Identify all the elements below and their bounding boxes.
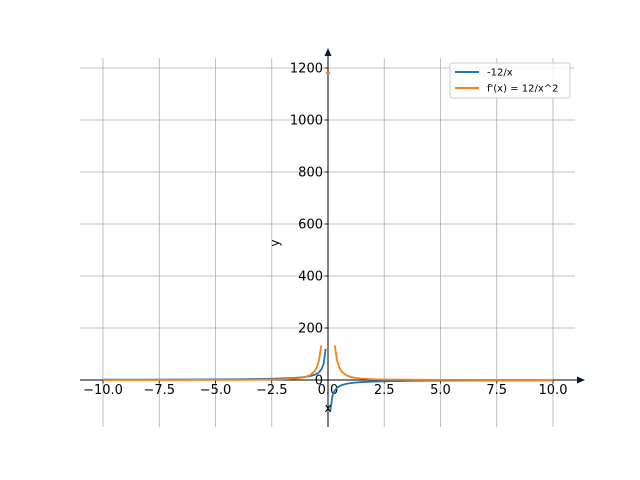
- series-2-line-segment-1: [102, 345, 323, 381]
- y-tick-label-1: 200: [298, 322, 323, 337]
- y-ticks: 0 200 400 600 800 1000 1200: [290, 62, 328, 389]
- legend: -12/x f'(x) = 12/x^2: [449, 62, 571, 99]
- y-tick-label-5: 1000: [290, 114, 323, 129]
- y-axis-arrowhead: [324, 48, 332, 56]
- legend-frame: [449, 62, 571, 99]
- legend-label-series-2: f'(x) = 12/x^2: [487, 84, 558, 95]
- y-tick-label-6: 1200: [290, 62, 323, 77]
- x-tick-label-6: 5.0: [430, 383, 451, 398]
- series-2-line-segment-2: [333, 345, 554, 381]
- series-1-line-segment-1: [102, 348, 327, 381]
- y-tick-label-3: 600: [298, 218, 323, 233]
- x-tick-label-0: −10.0: [83, 383, 123, 398]
- y-tick-label-2: 400: [298, 270, 323, 285]
- x-axis-label: x: [324, 401, 331, 415]
- series: [102, 72, 554, 412]
- y-axis-label: y: [268, 239, 282, 246]
- x-tick-label-5: 2.5: [374, 383, 395, 398]
- x-tick-label-2: −5.0: [200, 383, 232, 398]
- x-axis-arrowhead: [577, 376, 585, 384]
- x-tick-label-3: −2.5: [256, 383, 288, 398]
- x-ticks: −10.0 −7.5 −5.0 −2.5 0.0 2.5 5.0 7.5 10.0: [83, 380, 567, 398]
- y-tick-label-4: 800: [298, 166, 323, 181]
- x-tick-label-8: 10.0: [539, 383, 568, 398]
- axes: [80, 48, 585, 427]
- y-tick-label-0: 0: [315, 374, 323, 389]
- x-tick-label-1: −7.5: [143, 383, 175, 398]
- legend-label-series-1: -12/x: [487, 68, 513, 79]
- x-tick-label-7: 7.5: [486, 383, 507, 398]
